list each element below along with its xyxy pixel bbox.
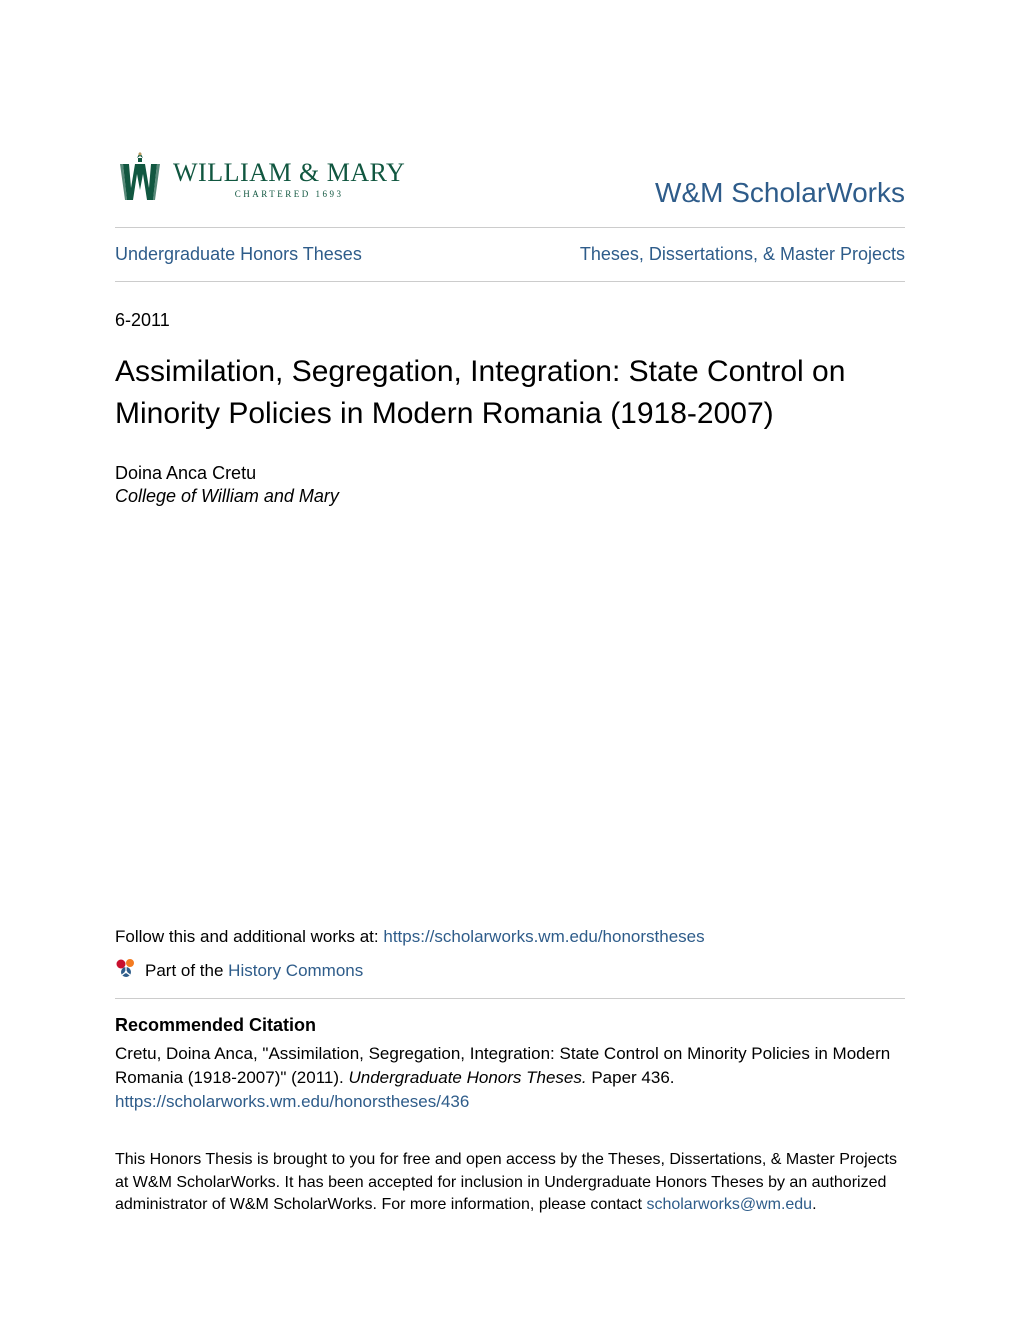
institution-logo[interactable]: WILLIAM & MARY CHARTERED 1693	[115, 150, 405, 209]
follow-prefix: Follow this and additional works at:	[115, 927, 383, 946]
commons-link[interactable]: History Commons	[228, 961, 363, 980]
follow-url-link[interactable]: https://scholarworks.wm.edu/honorstheses	[383, 927, 704, 946]
site-title-link[interactable]: W&M ScholarWorks	[655, 177, 905, 209]
partof-text: Part of the History Commons	[145, 961, 363, 981]
charter-text: CHARTERED 1693	[173, 190, 405, 199]
cipher-icon	[115, 150, 165, 209]
logo-text: WILLIAM & MARY CHARTERED 1693	[173, 160, 405, 199]
contact-email-link[interactable]: scholarworks@wm.edu	[646, 1196, 812, 1213]
institution-name: WILLIAM & MARY	[173, 160, 405, 186]
network-icon	[115, 957, 137, 984]
follow-row: Follow this and additional works at: htt…	[115, 927, 905, 947]
author-affiliation: College of William and Mary	[115, 486, 905, 507]
partof-prefix: Part of the	[145, 961, 228, 980]
collection-link[interactable]: Undergraduate Honors Theses	[115, 244, 362, 265]
citation-italic: Undergraduate Honors Theses.	[348, 1068, 586, 1087]
partof-row: Part of the History Commons	[115, 957, 905, 984]
header-row: WILLIAM & MARY CHARTERED 1693 W&M Schola…	[115, 150, 905, 209]
breadcrumb-nav: Undergraduate Honors Theses Theses, Diss…	[115, 228, 905, 281]
divider	[115, 998, 905, 999]
parent-collection-link[interactable]: Theses, Dissertations, & Master Projects	[580, 244, 905, 265]
citation-heading: Recommended Citation	[115, 1015, 905, 1036]
footer-part-2: .	[812, 1196, 816, 1213]
paper-title: Assimilation, Segregation, Integration: …	[115, 351, 905, 435]
divider	[115, 281, 905, 282]
author-name: Doina Anca Cretu	[115, 463, 905, 484]
citation-url-link[interactable]: https://scholarworks.wm.edu/honorstheses…	[115, 1092, 469, 1111]
publication-date: 6-2011	[115, 310, 905, 331]
follow-section: Follow this and additional works at: htt…	[115, 927, 905, 1217]
citation-part-2: Paper 436.	[587, 1068, 675, 1087]
footer-text: This Honors Thesis is brought to you for…	[115, 1149, 905, 1216]
citation-text: Cretu, Doina Anca, "Assimilation, Segreg…	[115, 1042, 905, 1113]
